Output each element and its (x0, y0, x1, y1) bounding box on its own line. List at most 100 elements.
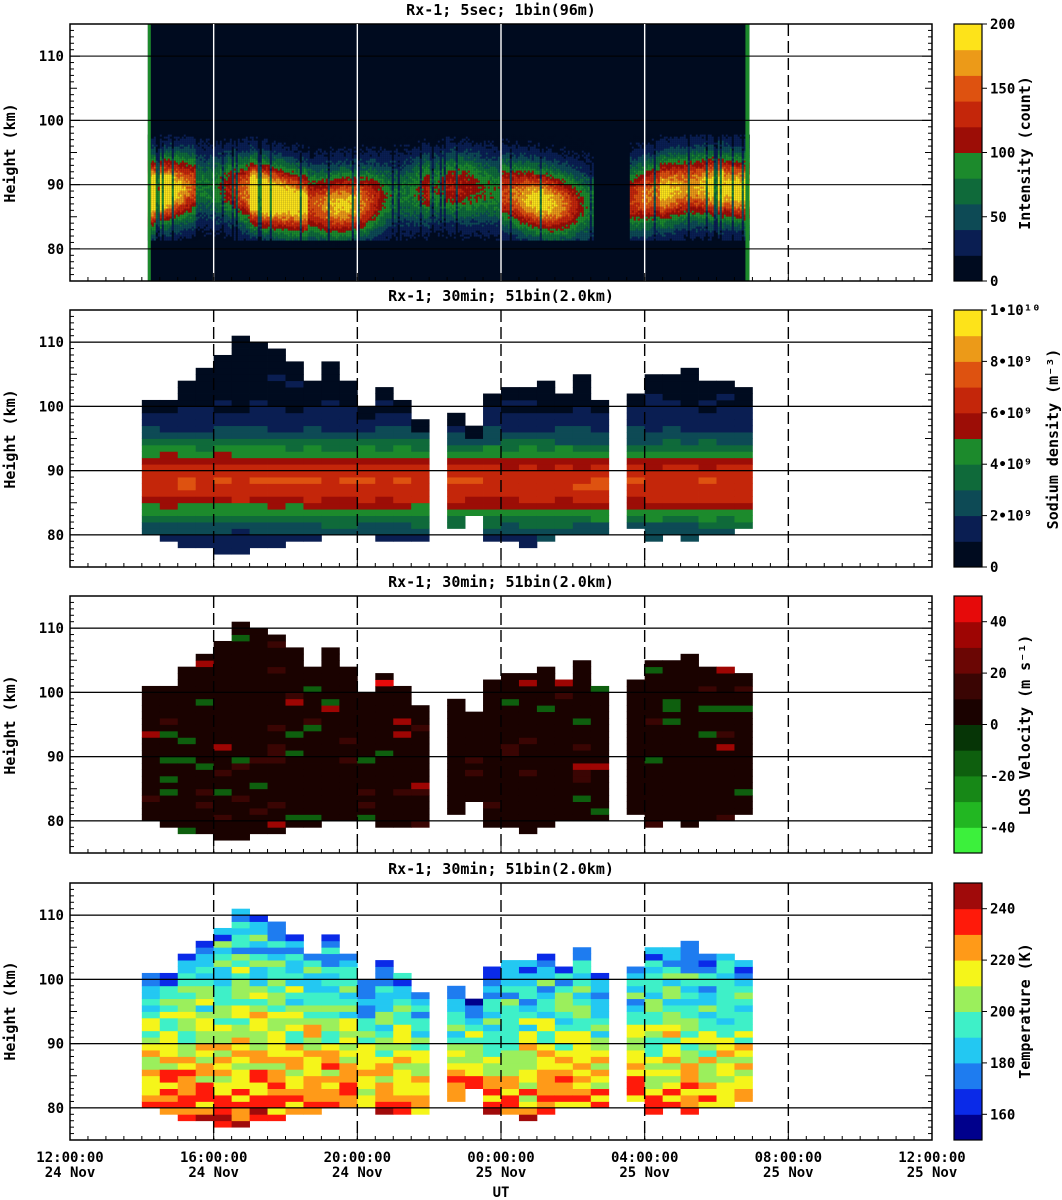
x-tick-time: 00:00:00 (467, 1150, 534, 1166)
panel-4-ylabel: Height (km) (1, 961, 19, 1060)
x-axis-label: UT (493, 1185, 510, 1200)
colorbar-4-segment (954, 985, 982, 1012)
colorbar-4-label: Temperature (K) (1016, 943, 1034, 1078)
colorbar-3-segment (954, 621, 982, 648)
colorbar-1-tick-label: 200 (990, 17, 1015, 33)
colorbar-1-tick-label: 0 (990, 274, 998, 290)
x-tick-date: 24 Nov (45, 1165, 96, 1181)
colorbar-3-tick-label: 40 (990, 615, 1007, 631)
x-tick-date: 25 Nov (476, 1165, 527, 1181)
colorbar-2-segment (954, 438, 982, 465)
colorbar-3-segment (954, 775, 982, 803)
panel-2-ytick-label: 110 (39, 335, 64, 351)
panel-3-title: Rx-1; 30min; 51bin(2.0km) (388, 573, 614, 591)
panel-4-ytick-label: 100 (39, 972, 64, 988)
x-tick-time: 08:00:00 (755, 1150, 822, 1166)
colorbar-2-segment (954, 361, 982, 388)
panel-3-ytick-label: 100 (39, 685, 64, 701)
x-tick-date: 25 Nov (763, 1165, 814, 1181)
colorbar-3-segment (954, 750, 982, 777)
colorbar-4-tick-label: 220 (990, 953, 1015, 969)
panel-2-ytick-label: 80 (47, 528, 64, 544)
panel-1-ytick-label: 80 (47, 242, 64, 258)
panel-2-ytick-label: 100 (39, 399, 64, 415)
colorbar-1-tick-label: 50 (990, 210, 1007, 226)
panel-3-ytick-label: 80 (47, 814, 64, 830)
colorbar-1-tick-label: 150 (990, 81, 1015, 97)
colorbar-4-segment (954, 1062, 982, 1090)
panel-1-plot (147, 24, 750, 281)
panel-4-plot (141, 908, 753, 1128)
panel-2-plot (141, 335, 753, 555)
x-tick-time: 12:00:00 (898, 1150, 965, 1166)
colorbar-1-segment (954, 49, 982, 76)
plot-layers: 8090100110050100150200809010011002•10⁹4•… (36, 17, 1040, 1181)
colorbar-3-segment (954, 801, 982, 828)
colorbar-3-segment (954, 724, 982, 751)
panel-1-ytick-label: 110 (39, 49, 64, 65)
colorbar-4-segment (954, 934, 982, 961)
colorbar-4-tick-label: 160 (990, 1107, 1015, 1123)
panel-1-edge-end (745, 24, 750, 281)
colorbar-4-segment (954, 1011, 982, 1038)
colorbar-2-label: Sodium density (m⁻³) (1044, 349, 1062, 530)
colorbar-2-tick-label: 1•10¹⁰ (990, 303, 1041, 319)
colorbar-2-tick-label: 2•10⁹ (990, 509, 1032, 525)
panel-4-ytick-label: 80 (47, 1101, 64, 1117)
colorbar-1-segment (954, 255, 982, 282)
colorbar-3-segment (954, 647, 982, 674)
panel-1-ytick-label: 100 (39, 113, 64, 129)
colorbar-1-segment (954, 75, 982, 102)
colorbar-3-label: LOS Velocity (m s⁻¹) (1016, 635, 1034, 816)
colorbar-2-segment (954, 412, 982, 439)
colorbar-3-tick-label: 20 (990, 666, 1007, 682)
x-tick-time: 16:00:00 (180, 1150, 247, 1166)
colorbar-1-segment (954, 24, 982, 51)
colorbar-3-tick-label: -40 (990, 820, 1015, 836)
x-tick-date: 25 Nov (619, 1165, 670, 1181)
panel-4-ytick-label: 110 (39, 908, 64, 924)
x-tick-time: 04:00:00 (611, 1150, 678, 1166)
panel-1-ytick-label: 90 (47, 178, 64, 194)
panel-1-ylabel: Height (km) (1, 103, 19, 202)
colorbar-2-segment (954, 387, 982, 414)
colorbar-4-tick-label: 240 (990, 902, 1015, 918)
colorbar-4-tick-label: 200 (990, 1005, 1015, 1021)
panel-3-ylabel: Height (km) (1, 675, 19, 774)
panel-2-title: Rx-1; 30min; 51bin(2.0km) (388, 287, 614, 305)
colorbar-1-label: Intensity (count) (1016, 76, 1034, 230)
colorbar-3-segment (954, 673, 982, 700)
colorbar-2-tick-label: 4•10⁹ (990, 457, 1032, 473)
colorbar-1-segment (954, 152, 982, 179)
colorbar-1-segment (954, 229, 982, 256)
colorbar-2-frame (953, 309, 983, 568)
colorbar-3-segment (954, 827, 982, 854)
colorbar-1-segment (954, 203, 982, 231)
colorbar-4-segment (954, 883, 982, 910)
colorbar-2-tick-label: 0 (990, 560, 998, 576)
colorbar-3-tick-label: 0 (990, 718, 998, 734)
x-tick-time: 20:00:00 (324, 1150, 391, 1166)
colorbar-4-segment (954, 908, 982, 935)
colorbar-2-segment (954, 310, 982, 337)
x-tick-time: 12:00:00 (36, 1150, 103, 1166)
x-tick-date: 24 Nov (188, 1165, 239, 1181)
panel-4-ytick-label: 90 (47, 1037, 64, 1053)
panel-3-ytick-label: 110 (39, 621, 64, 637)
colorbar-3-segment (954, 698, 982, 725)
colorbar-4-segment (954, 1037, 982, 1064)
colorbar-2-tick-label: 6•10⁹ (990, 406, 1032, 422)
colorbar-2-segment (954, 515, 982, 542)
colorbar-2-segment (954, 541, 982, 568)
colorbar-1-segment (954, 101, 982, 128)
colorbar-4-segment (954, 1114, 982, 1141)
panel-4-title: Rx-1; 30min; 51bin(2.0km) (388, 860, 614, 878)
colorbar-3-segment (954, 596, 982, 623)
x-tick-date: 25 Nov (907, 1165, 958, 1181)
panel-3-ytick-label: 90 (47, 750, 64, 766)
colorbar-1-segment (954, 178, 982, 205)
colorbar-4-segment (954, 1088, 982, 1115)
colorbar-3-tick-label: -20 (990, 769, 1015, 785)
panel-1-title: Rx-1; 5sec; 1bin(96m) (406, 1, 596, 19)
